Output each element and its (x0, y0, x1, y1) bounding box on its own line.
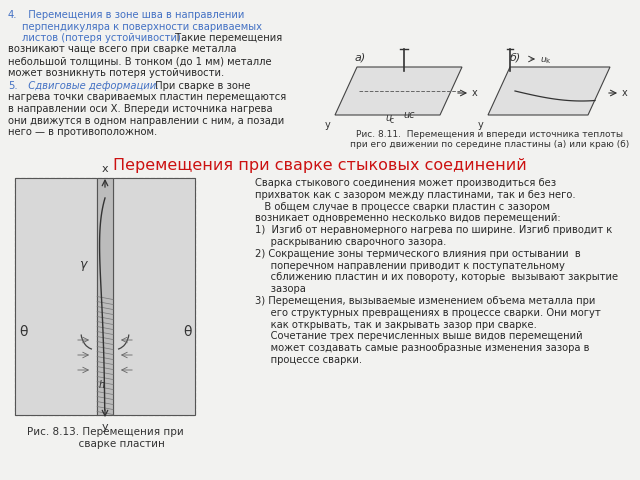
Text: h: h (99, 380, 105, 390)
Text: а): а) (355, 52, 366, 62)
Text: зазора: зазора (255, 284, 306, 294)
Polygon shape (335, 67, 462, 115)
Bar (15, 178, 195, 415)
Text: Рис. 8.11.  Перемещения и впереди источника теплоты
при его движении по середине: Рис. 8.11. Перемещения и впереди источни… (350, 130, 630, 149)
Text: поперечном направлении приводит к поступательному: поперечном направлении приводит к поступ… (255, 261, 565, 271)
Text: y: y (324, 120, 330, 130)
Text: может создавать самые разнообразные изменения зазора в: может создавать самые разнообразные изме… (255, 343, 589, 353)
Text: uᴄ: uᴄ (403, 110, 415, 120)
Text: возникает одновременно несколько видов перемещений:: возникает одновременно несколько видов п… (255, 214, 561, 223)
Text: б): б) (510, 52, 521, 62)
Text: x: x (472, 88, 477, 98)
Text: как открывать, так и закрывать зазор при сварке.: как открывать, так и закрывать зазор при… (255, 320, 537, 330)
Text: x: x (622, 88, 628, 98)
Text: γ: γ (79, 258, 86, 271)
Polygon shape (488, 67, 610, 115)
Bar (15, 178, 97, 415)
Text: листов (потеря устойчивости) .: листов (потеря устойчивости) . (22, 33, 188, 43)
Text: θ: θ (19, 325, 28, 339)
Text: y: y (102, 422, 108, 432)
Text: u: u (540, 55, 546, 63)
Text: в направлении оси Х. Впереди источника нагрева: в направлении оси Х. Впереди источника н… (8, 104, 273, 114)
Text: Такие перемещения: Такие перемещения (172, 33, 282, 43)
Text: k: k (545, 58, 549, 64)
Text: y: y (477, 120, 483, 130)
Text: 3) Перемещения, вызываемые изменением объема металла при: 3) Перемещения, вызываемые изменением об… (255, 296, 595, 306)
Text: 2) Сокращение зоны термического влияния при остывании  в: 2) Сокращение зоны термического влияния … (255, 249, 580, 259)
Text: может возникнуть потеря устойчивости.: может возникнуть потеря устойчивости. (8, 68, 224, 77)
Text: возникают чаще всего при сварке металла: возникают чаще всего при сварке металла (8, 45, 237, 55)
Text: θ: θ (183, 325, 191, 339)
Text: раскрыванию сварочного зазора.: раскрыванию сварочного зазора. (255, 237, 446, 247)
Text: 4.: 4. (8, 10, 17, 20)
Text: Сочетание трех перечисленных выше видов перемещений: Сочетание трех перечисленных выше видов … (255, 331, 582, 341)
Text: 5.: 5. (8, 81, 18, 91)
Text: В общем случае в процессе сварки пластин с зазором: В общем случае в процессе сварки пластин… (255, 202, 550, 212)
Text: 1)  Изгиб от неравномерного нагрева по ширине. Изгиб приводит к: 1) Изгиб от неравномерного нагрева по ши… (255, 225, 612, 235)
Text: При сварке в зоне: При сварке в зоне (152, 81, 250, 91)
Text: перпендикуляра к поверхности свариваемых: перпендикуляра к поверхности свариваемых (22, 22, 262, 32)
Bar (97, 178, 113, 415)
Text: него — в противоположном.: него — в противоположном. (8, 127, 157, 137)
Text: Сварка стыкового соединения может производиться без: Сварка стыкового соединения может произв… (255, 178, 556, 188)
Bar (113, 178, 195, 415)
Text: небольшой толщины. В тонком (до 1 мм) металле: небольшой толщины. В тонком (до 1 мм) ме… (8, 56, 271, 66)
Text: они движутся в одном направлении с ним, а позади: они движутся в одном направлении с ним, … (8, 116, 284, 125)
Text: сближению пластин и их повороту, которые  вызывают закрытие: сближению пластин и их повороту, которые… (255, 272, 618, 282)
Text: Перемещения в зоне шва в направлении: Перемещения в зоне шва в направлении (22, 10, 244, 20)
Text: x: x (102, 164, 108, 174)
Text: его структурных превращениях в процессе сварки. Они могут: его структурных превращениях в процессе … (255, 308, 601, 318)
Text: прихваток как с зазором между пластинами, так и без него.: прихваток как с зазором между пластинами… (255, 190, 575, 200)
Text: Перемещения при сварке стыковых соединений: Перемещения при сварке стыковых соединен… (113, 158, 527, 173)
Text: процессе сварки.: процессе сварки. (255, 355, 362, 365)
Text: Рис. 8.13. Перемещения при
          сварке пластин: Рис. 8.13. Перемещения при сварке пласти… (27, 427, 184, 449)
Text: Сдвиговые деформации.: Сдвиговые деформации. (22, 81, 159, 91)
Text: нагрева точки свариваемых пластин перемещаются: нагрева точки свариваемых пластин переме… (8, 93, 286, 103)
Text: c: c (390, 116, 394, 125)
Text: u: u (385, 113, 391, 123)
